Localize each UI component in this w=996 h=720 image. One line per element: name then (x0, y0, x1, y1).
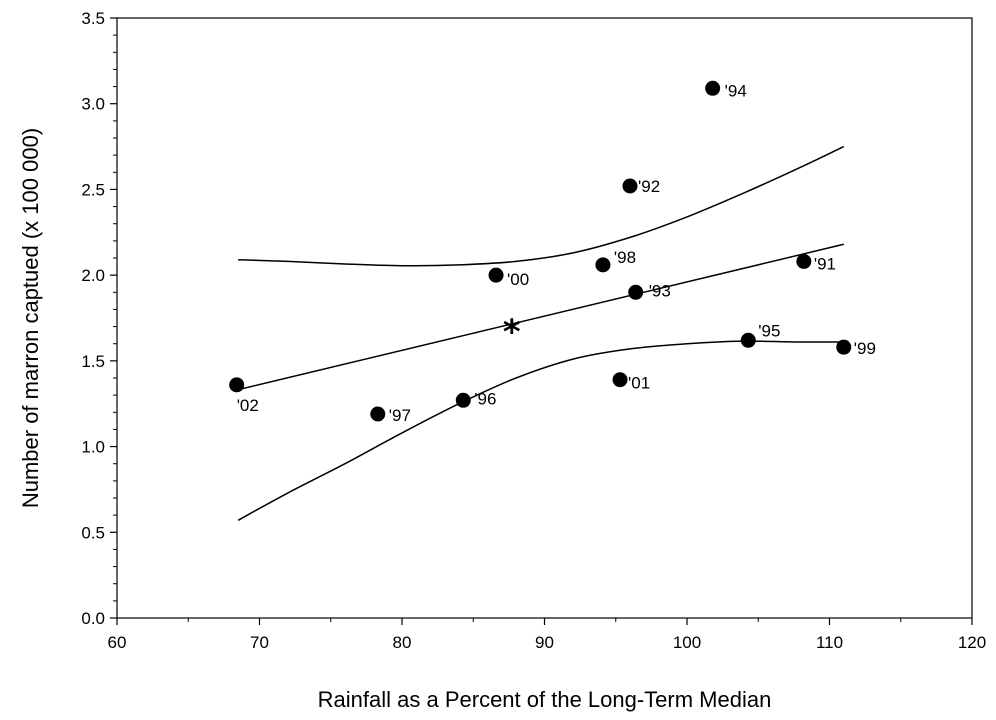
data-point (740, 332, 756, 348)
data-point (229, 377, 245, 393)
x-tick-label: 110 (816, 633, 843, 652)
point-label: '02 (237, 396, 259, 415)
point-label: '97 (389, 406, 411, 425)
point-label: '98 (614, 248, 636, 267)
x-tick-label: 90 (535, 633, 554, 652)
x-axis-title: Rainfall as a Percent of the Long-Term M… (318, 687, 772, 712)
point-label: '94 (725, 81, 747, 100)
y-tick-label: 1.5 (81, 352, 105, 371)
y-axis-title: Number of marron captued (x 100 000) (18, 128, 43, 508)
data-point (455, 392, 471, 408)
upper-confidence-band (238, 145, 845, 267)
point-label: '00 (507, 270, 529, 289)
point-label: '95 (758, 321, 780, 340)
x-tick-label: 120 (958, 633, 986, 652)
data-point (705, 80, 721, 96)
data-points: '02 '97 '96 '00 '98 '01 '92 '93 '94 '95 '91 '99 * (229, 80, 876, 425)
data-point (796, 253, 812, 269)
y-tick-label: 3.5 (81, 9, 105, 28)
plot-area-frame (116, 17, 973, 619)
point-label: '93 (649, 281, 671, 300)
data-point (370, 406, 386, 422)
x-tick-label: 80 (393, 633, 412, 652)
x-tick-label: 60 (108, 633, 127, 652)
y-tick-label: 0.5 (81, 523, 105, 542)
point-label: '92 (638, 177, 660, 196)
y-tick-label: 1.0 (81, 438, 105, 457)
point-label: '96 (474, 389, 496, 408)
regression-line (236, 243, 844, 391)
y-tick-label: 3.0 (81, 95, 105, 114)
data-point (628, 284, 644, 300)
data-point (622, 178, 638, 194)
data-point (836, 339, 852, 355)
data-point (595, 257, 611, 273)
axis-ticks: 60 70 80 90 100 110 120 0.0 0.5 1.0 1.5 2.0 2.5 3.0 3.… (81, 9, 986, 652)
y-tick-label: 0.0 (81, 609, 105, 628)
fit-curves (236, 145, 845, 521)
data-point (612, 372, 628, 388)
y-tick-label: 2.5 (81, 180, 105, 199)
point-label: '99 (854, 339, 876, 358)
point-label: '01 (628, 374, 650, 393)
data-point (488, 267, 504, 283)
y-tick-label: 2.0 (81, 266, 105, 285)
x-tick-label: 100 (673, 633, 701, 652)
x-tick-label: 70 (250, 633, 269, 652)
asterisk-marker: * (503, 313, 521, 353)
point-label: '91 (814, 254, 836, 273)
